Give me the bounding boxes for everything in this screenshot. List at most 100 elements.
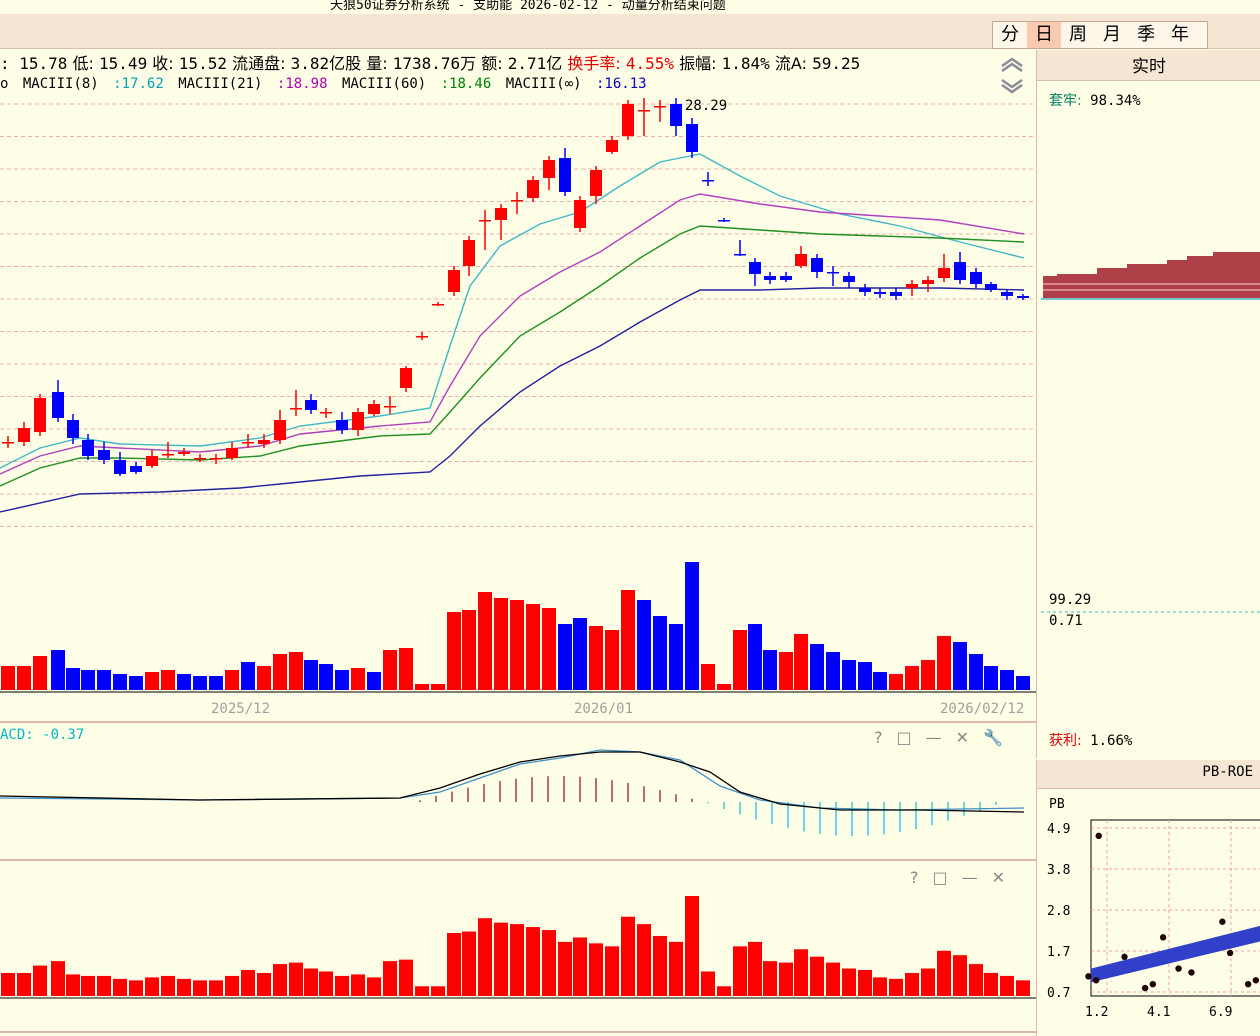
minimize-icon[interactable]: —	[961, 868, 978, 887]
volume-bar	[685, 562, 699, 690]
chip-distribution-bars	[1041, 252, 1260, 300]
volume-bar	[733, 630, 747, 690]
candle-body	[764, 276, 776, 280]
realtime-header[interactable]: 实时	[1037, 50, 1260, 81]
tab-year[interactable]: 年	[1171, 24, 1189, 45]
tab-minute[interactable]: 分	[1001, 24, 1019, 45]
tab-season[interactable]: 季	[1137, 24, 1155, 45]
wrench-icon[interactable]: 🔧	[983, 728, 1003, 747]
candle-body	[242, 442, 254, 444]
tab-week[interactable]: 周	[1069, 24, 1087, 45]
indicator-bar	[319, 971, 333, 996]
ma-legend-21-value: :18.98	[276, 76, 328, 92]
volume-bar	[526, 604, 540, 690]
candle-body	[290, 408, 302, 410]
ma-legend-bar: o MACIII(8) :17.62 MACIII(21) :18.98 MAC…	[0, 76, 990, 96]
candle-body	[686, 124, 698, 152]
scroll-down-icon[interactable]	[1000, 78, 1024, 94]
pb-y-tick: 3.8	[1047, 863, 1070, 878]
indicator-bar	[717, 986, 731, 996]
candle-body	[543, 160, 555, 178]
candle-body	[827, 272, 839, 274]
candlestick-series	[2, 98, 1029, 476]
candle-body	[670, 104, 682, 126]
candle-body	[511, 200, 523, 202]
candle-body	[463, 240, 475, 266]
indicator-bar	[33, 965, 47, 996]
close-icon[interactable]: ✕	[955, 728, 970, 747]
indicator-bar	[905, 972, 919, 996]
candle-body	[352, 412, 364, 430]
indicator-bar	[621, 916, 635, 996]
tab-day[interactable]: 日	[1027, 22, 1061, 48]
price-mark-line	[1041, 611, 1260, 613]
candle-body	[34, 398, 46, 432]
tab-month[interactable]: 月	[1103, 24, 1121, 45]
date-label-dec: 2025/12	[211, 701, 270, 717]
indicator-bar	[842, 968, 856, 996]
candle-body	[226, 448, 238, 458]
volume-bar	[177, 674, 191, 690]
indicator-bar	[462, 931, 476, 996]
period-tabs: 分 日 周 月 季 年	[992, 21, 1208, 49]
volume-bar	[257, 666, 271, 690]
volume-value: 1738.76万	[392, 54, 477, 73]
volume-bar	[351, 668, 365, 690]
candle-body	[922, 280, 934, 284]
candle-body	[780, 276, 792, 280]
ma-legend-60-value: :18.46	[440, 76, 492, 92]
indicator-bar	[653, 935, 667, 996]
stock-chart-canvas[interactable]: 28.29 2025/12 2026/01 2026/02/12	[0, 96, 1036, 1036]
candle-body	[432, 304, 444, 306]
candle-body	[114, 460, 126, 474]
candle-body	[954, 262, 966, 280]
pb-ticks: 4.9 3.8 2.8 1.7 0.7 1.2 4.1 6.9	[1047, 822, 1232, 1020]
quote-info-bar: : 15.78 低: 15.49 收: 15.52 流通盘: 3.82亿股 量:…	[0, 50, 990, 74]
pb-point	[1175, 965, 1182, 972]
help-icon[interactable]: ?	[874, 728, 883, 747]
pb-point	[1121, 953, 1128, 961]
indicator-bar	[17, 972, 31, 996]
scroll-up-icon[interactable]	[1000, 56, 1024, 72]
pb-x-tick: 6.9	[1209, 1005, 1232, 1020]
close-icon[interactable]: ✕	[991, 868, 1006, 887]
volume-bar	[431, 684, 445, 690]
candle-body	[970, 272, 982, 284]
candle-body	[274, 420, 286, 440]
volume-bar	[905, 666, 919, 690]
minimize-icon[interactable]: —	[925, 728, 942, 747]
ma-legend-60-name: MACIII(60)	[341, 76, 427, 92]
maximize-icon[interactable]: □	[932, 868, 948, 887]
volume-bar	[873, 672, 887, 690]
volume-bar	[969, 654, 983, 690]
candle-body	[906, 284, 918, 288]
date-label-jan: 2026/01	[574, 701, 633, 717]
volume-label: 量:	[366, 54, 388, 73]
indicator-bar	[921, 968, 935, 996]
pb-point	[1095, 832, 1102, 840]
window-title-bar: 天狼50证券分析系统 - 支助能 2026-02-12 - 动量分析结束问题	[0, 0, 1260, 15]
maximize-icon[interactable]: □	[896, 728, 912, 747]
ma-legend-8-value: :17.62	[113, 76, 164, 92]
volume-bar	[17, 666, 31, 690]
profit-value: 1.66%	[1090, 733, 1133, 749]
pb-point	[1159, 934, 1167, 941]
volume-bar	[33, 656, 47, 690]
indicator-bar	[113, 978, 127, 996]
help-icon[interactable]: ?	[910, 868, 919, 887]
volume-bar	[367, 672, 381, 690]
macd-label: ACD: -0.37	[0, 727, 85, 743]
candle-body	[495, 208, 507, 220]
pb-point	[1141, 984, 1149, 992]
volume-bar	[605, 630, 619, 690]
candle-body	[874, 292, 886, 294]
indicator-bar	[889, 978, 903, 996]
candle-body	[210, 458, 222, 460]
close-label: 收:	[152, 54, 174, 73]
amount-label: 额:	[481, 54, 503, 73]
candle-body	[606, 140, 618, 152]
indicator-bar	[1000, 975, 1014, 996]
volume-bar	[66, 668, 80, 690]
indicator-bar	[367, 977, 381, 996]
volume-bar	[415, 684, 429, 690]
